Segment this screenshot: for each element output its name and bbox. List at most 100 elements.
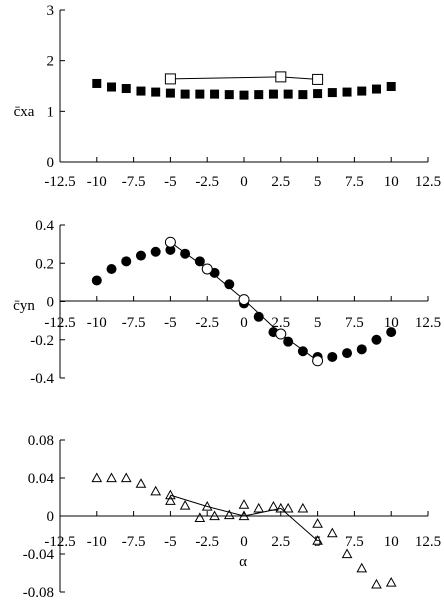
x-tick-label: -5 (164, 174, 177, 190)
data-point (195, 89, 205, 99)
data-point (283, 89, 293, 99)
data-point (385, 576, 397, 587)
y-tick-label: 0 (47, 155, 55, 171)
x-tick-label: -10 (87, 174, 107, 190)
data-point (275, 71, 287, 83)
data-point (356, 562, 368, 573)
data-point (327, 88, 337, 98)
data-point (91, 275, 102, 286)
data-point (327, 351, 338, 362)
x-tick-label: 7.5 (345, 315, 364, 331)
data-point (341, 548, 353, 559)
data-point (150, 246, 161, 257)
x-tick-label: 12.5 (415, 534, 441, 550)
data-point (120, 472, 132, 483)
x-tick-label: -7.5 (122, 315, 146, 331)
data-point (312, 355, 324, 367)
data-point (238, 510, 250, 521)
data-point (179, 500, 191, 510)
data-point (253, 311, 264, 322)
data-point (121, 256, 132, 267)
y-tick-label: -0.4 (30, 371, 54, 387)
data-point (164, 236, 176, 248)
series-line (170, 76, 318, 80)
x-tick-label: -12.5 (44, 174, 75, 190)
data-point (326, 527, 338, 538)
y-tick-label: 0 (47, 509, 55, 525)
x-tick-label: -12.5 (44, 315, 75, 331)
data-point (209, 510, 220, 521)
data-point (313, 89, 323, 99)
data-point (386, 82, 396, 92)
y-tick-label: 0.08 (28, 433, 54, 449)
x-tick-label: -2.5 (195, 534, 219, 550)
data-point (312, 535, 323, 545)
data-point (254, 90, 264, 100)
data-point (224, 279, 235, 290)
data-point (107, 82, 117, 92)
x-tick-label: -5 (164, 315, 177, 331)
data-point (357, 86, 367, 96)
data-point (312, 73, 324, 85)
x-tick-label: -7.5 (122, 534, 146, 550)
data-point (135, 478, 147, 488)
data-point (194, 256, 205, 267)
data-point (165, 88, 175, 98)
data-point (223, 509, 235, 520)
x-tick-label: -2.5 (195, 174, 219, 190)
series-line (170, 494, 318, 542)
data-point (312, 518, 323, 528)
x-tick-label: 5 (314, 534, 322, 550)
y-tick-label: 0.4 (35, 218, 54, 234)
data-point (356, 344, 367, 355)
data-point (386, 327, 397, 338)
data-point (210, 89, 220, 99)
data-point (239, 90, 249, 100)
x-tick-label: -5 (164, 534, 177, 550)
data-point (165, 244, 176, 255)
x-axis-label: α (239, 554, 247, 570)
data-point (164, 73, 176, 85)
x-tick-label: 7.5 (345, 174, 364, 190)
data-point (238, 499, 250, 509)
data-point (165, 489, 176, 500)
data-point (275, 328, 287, 340)
panel-side: -0.08 -0.04 0 0.04 0.08 -12.5 -10 -7.5 -5 -2.5 0 2.… (23, 433, 441, 601)
data-point (297, 502, 309, 513)
data-point (136, 86, 146, 96)
y-tick-label: -0.08 (23, 585, 54, 601)
data-point (180, 89, 190, 99)
y-tick-label: 2 (47, 54, 55, 70)
y-tick-label: 3 (47, 3, 55, 19)
data-point (371, 334, 382, 345)
data-point (201, 263, 213, 275)
data-point (275, 502, 287, 513)
x-tick-label: 2.5 (271, 534, 290, 550)
x-tick-label: -10 (87, 534, 107, 550)
data-point (268, 89, 278, 99)
data-point (224, 90, 234, 100)
x-tick-label: -10 (87, 315, 107, 331)
y-tick-label: -0.2 (30, 333, 54, 349)
x-tick-label: -2.5 (195, 315, 219, 331)
y-axis-label: c̄xa (14, 104, 35, 120)
x-tick-label: 12.5 (415, 174, 441, 190)
data-point (91, 472, 103, 483)
data-point (283, 336, 294, 347)
x-tick-label: 10 (384, 534, 399, 550)
x-tick-label: 10 (384, 174, 399, 190)
x-tick-label: 12.5 (415, 315, 441, 331)
x-tick-label: 5 (314, 174, 322, 190)
data-point (106, 263, 117, 274)
x-tick-label: 0 (240, 174, 248, 190)
y-axis-label: c̄yn (13, 298, 35, 314)
x-tick-label: 10 (384, 315, 399, 331)
x-tick-label: 2.5 (271, 315, 290, 331)
data-point (342, 87, 352, 97)
data-point (151, 87, 161, 97)
data-point (165, 495, 176, 505)
data-point (135, 250, 146, 261)
x-tick-label: 0 (240, 315, 248, 331)
data-point (282, 502, 294, 513)
